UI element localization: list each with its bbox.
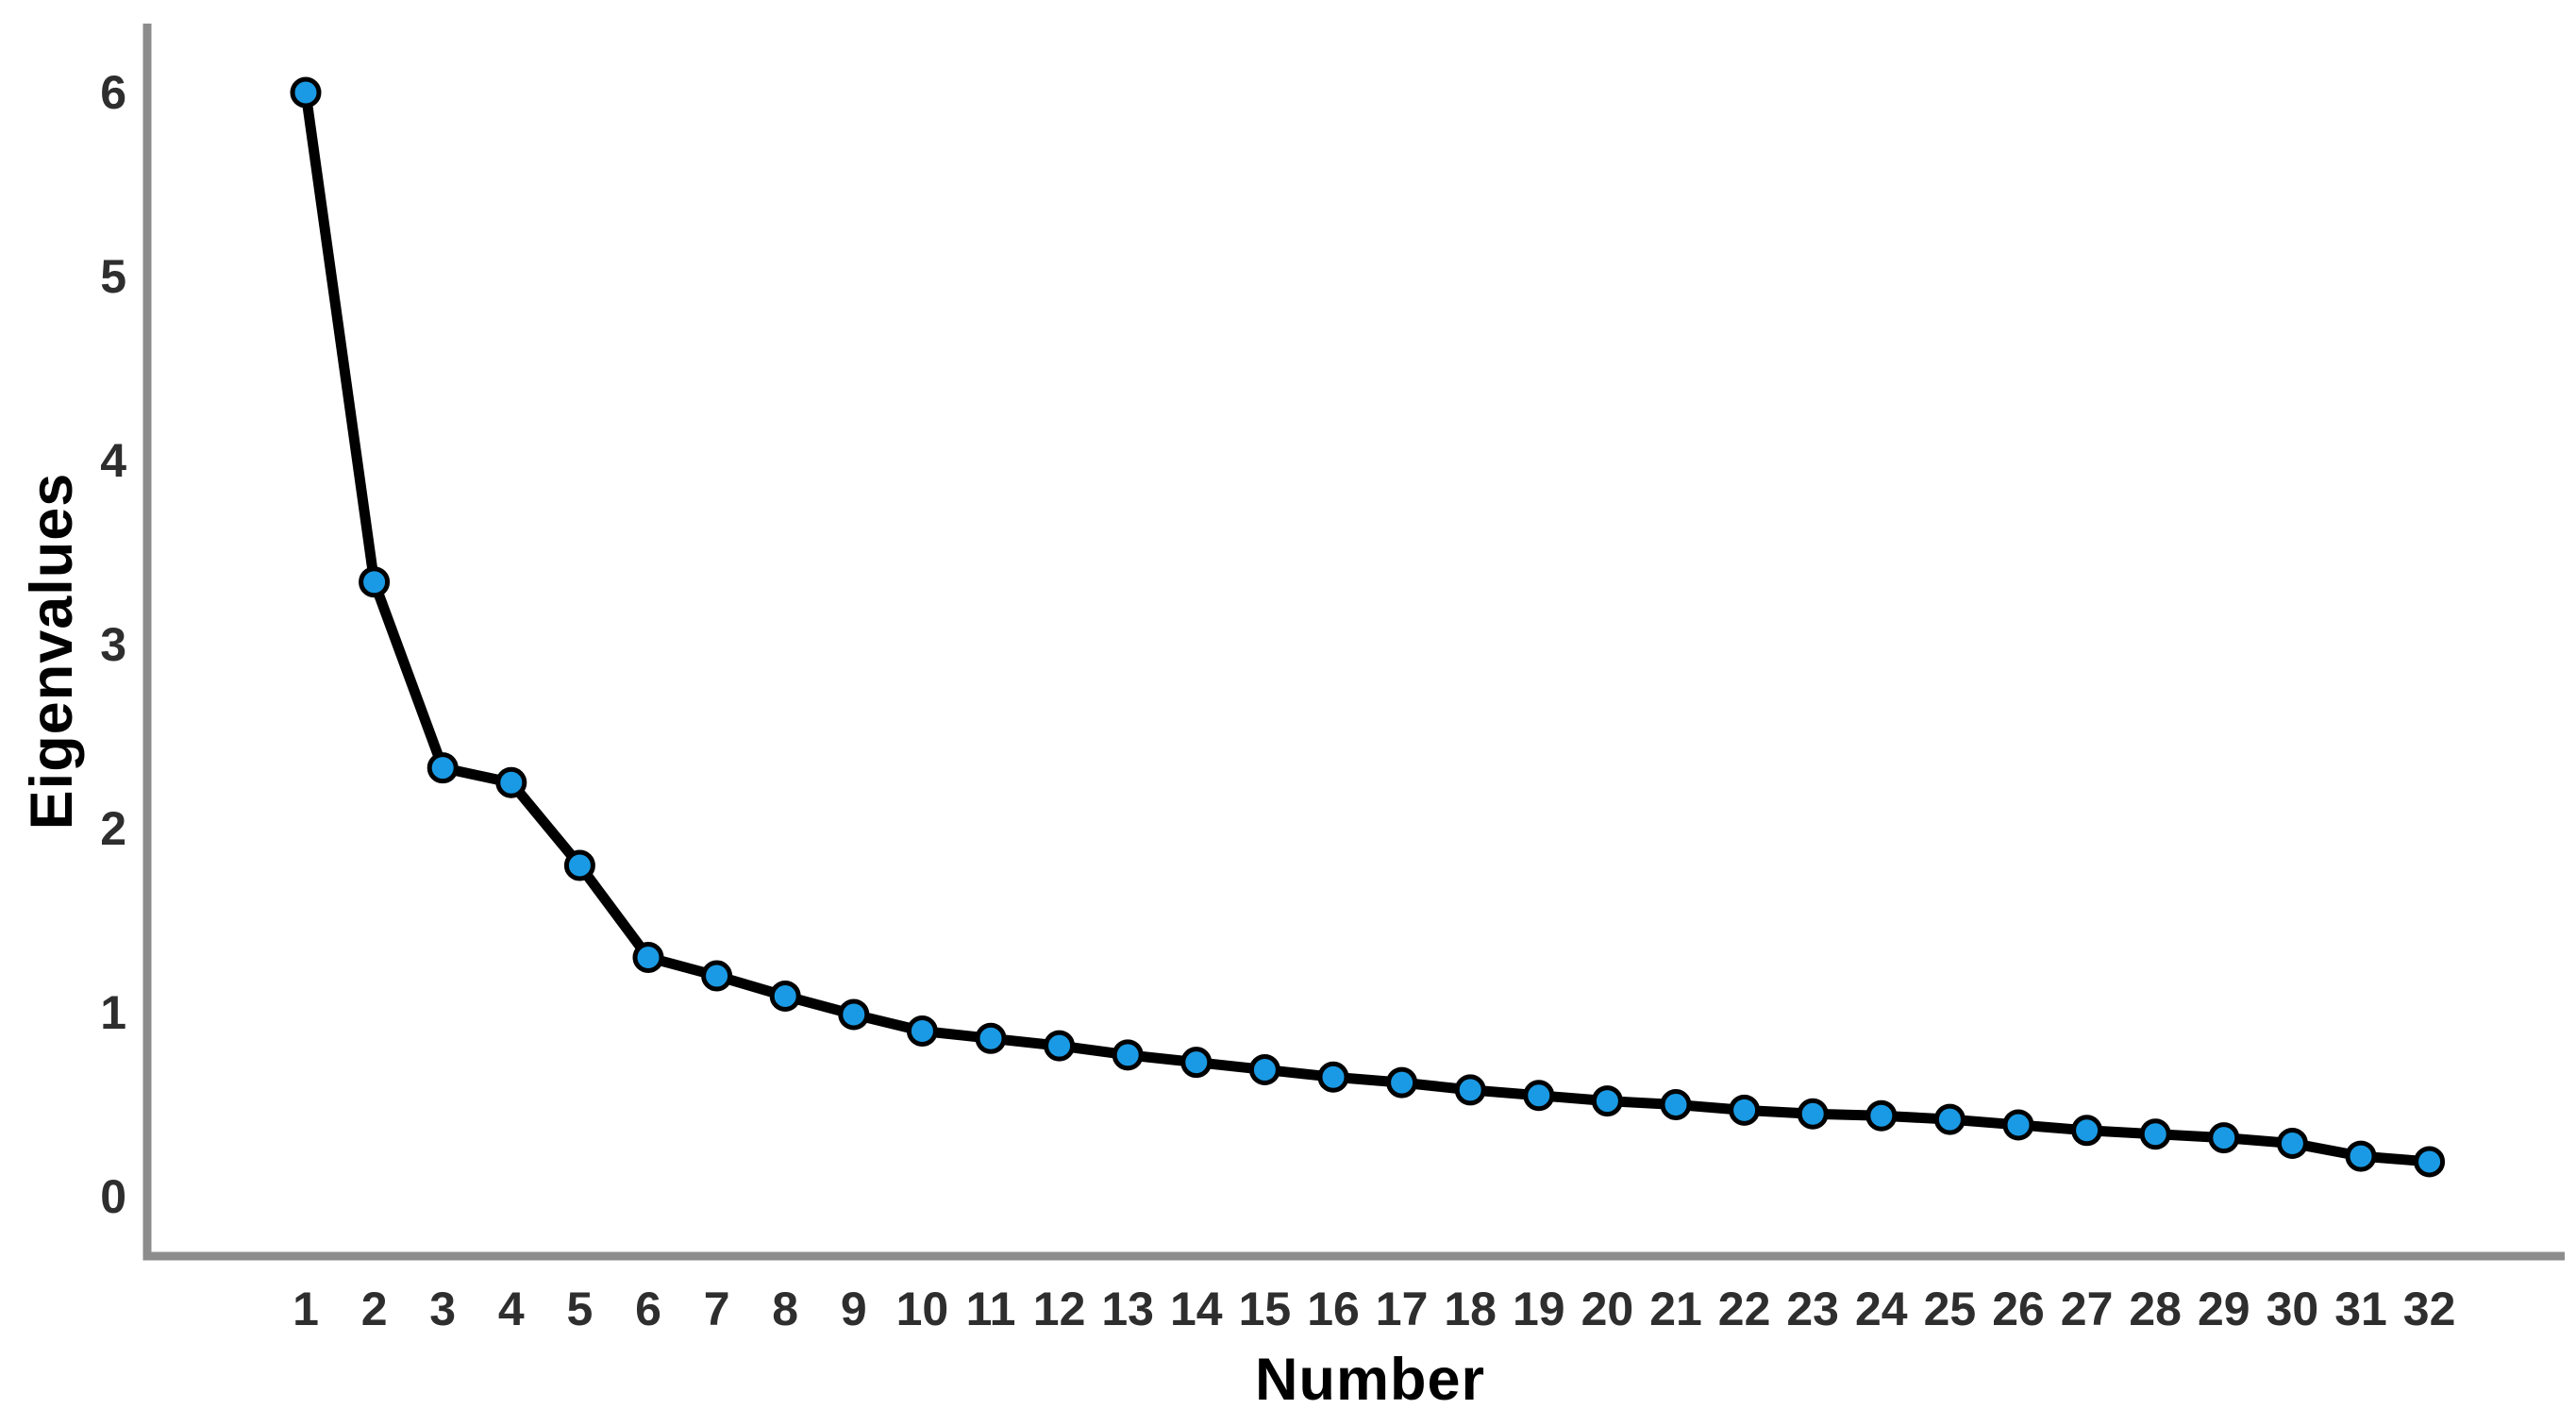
x-tick-label-31: 31 [2334, 1283, 2387, 1335]
data-point-24 [1865, 1099, 1898, 1132]
data-point-20 [1591, 1085, 1623, 1117]
x-tick-label-19: 19 [1513, 1283, 1565, 1335]
data-point-13 [1112, 1039, 1144, 1071]
y-tick-label-0: 0 [100, 1170, 126, 1223]
data-point-8 [769, 980, 801, 1012]
data-point-31 [2345, 1140, 2377, 1172]
x-tick-label-14: 14 [1170, 1283, 1223, 1335]
x-tick-label-10: 10 [896, 1283, 949, 1335]
data-point-21 [1660, 1089, 1692, 1120]
x-tick-label-4: 4 [498, 1283, 525, 1335]
x-tick-label-23: 23 [1786, 1283, 1839, 1335]
data-point-17 [1386, 1066, 1418, 1099]
data-point-14 [1180, 1047, 1213, 1079]
x-tick-label-7: 7 [704, 1283, 730, 1335]
x-tick-label-5: 5 [566, 1283, 593, 1335]
data-point-26 [2002, 1109, 2034, 1141]
data-point-19 [1523, 1080, 1555, 1112]
data-point-4 [495, 766, 527, 798]
y-tick-label-3: 3 [100, 618, 126, 671]
x-tick-label-18: 18 [1444, 1283, 1497, 1335]
x-tick-label-12: 12 [1033, 1283, 1086, 1335]
x-tick-label-2: 2 [361, 1283, 388, 1335]
x-tick-label-15: 15 [1239, 1283, 1292, 1335]
y-tick-label-6: 6 [100, 66, 126, 119]
data-point-15 [1248, 1053, 1280, 1085]
x-tick-label-9: 9 [841, 1283, 867, 1335]
x-tick-label-24: 24 [1855, 1283, 1908, 1335]
y-axis-title: Eigenvalues [19, 472, 85, 830]
data-point-29 [2208, 1122, 2240, 1154]
x-tick-label-30: 30 [2267, 1283, 2319, 1335]
x-tick-label-22: 22 [1718, 1283, 1771, 1335]
x-tick-label-8: 8 [772, 1283, 798, 1335]
x-tick-label-32: 32 [2403, 1283, 2456, 1335]
data-point-9 [838, 998, 870, 1031]
x-tick-label-16: 16 [1307, 1283, 1360, 1335]
data-point-27 [2071, 1115, 2103, 1147]
x-tick-label-20: 20 [1581, 1283, 1634, 1335]
x-tick-label-1: 1 [293, 1283, 319, 1335]
data-point-6 [632, 942, 664, 973]
data-point-30 [2276, 1127, 2308, 1159]
x-tick-label-6: 6 [635, 1283, 661, 1335]
x-tick-label-25: 25 [1924, 1283, 1977, 1335]
y-tick-label-1: 1 [100, 986, 126, 1039]
data-point-5 [563, 849, 595, 881]
data-point-25 [1933, 1103, 1965, 1135]
data-point-10 [906, 1015, 938, 1047]
data-point-2 [359, 566, 391, 598]
x-tick-label-29: 29 [2198, 1283, 2250, 1335]
x-tick-label-13: 13 [1101, 1283, 1154, 1335]
x-tick-label-26: 26 [1992, 1283, 2045, 1335]
data-point-32 [2414, 1146, 2446, 1178]
y-tick-label-5: 5 [100, 250, 126, 303]
y-tick-label-2: 2 [100, 802, 126, 855]
data-point-3 [427, 752, 459, 784]
x-tick-label-11: 11 [966, 1283, 1016, 1335]
y-tick-label-4: 4 [100, 434, 126, 487]
x-tick-label-21: 21 [1649, 1283, 1702, 1335]
eigenvalue-line [300, 87, 2435, 1167]
data-point-16 [1317, 1061, 1349, 1093]
x-tick-label-17: 17 [1376, 1283, 1429, 1335]
x-tick-label-28: 28 [2129, 1283, 2182, 1335]
data-point-11 [975, 1022, 1007, 1054]
data-point-28 [2139, 1118, 2171, 1150]
data-point-1 [290, 76, 322, 109]
data-point-7 [701, 960, 733, 992]
data-point-18 [1454, 1074, 1486, 1106]
x-tick-label-3: 3 [429, 1283, 456, 1335]
x-tick-label-27: 27 [2061, 1283, 2114, 1335]
x-axis-title: Number [1254, 1347, 1486, 1413]
data-point-23 [1797, 1098, 1829, 1130]
data-point-12 [1044, 1030, 1076, 1062]
data-point-22 [1729, 1094, 1761, 1126]
